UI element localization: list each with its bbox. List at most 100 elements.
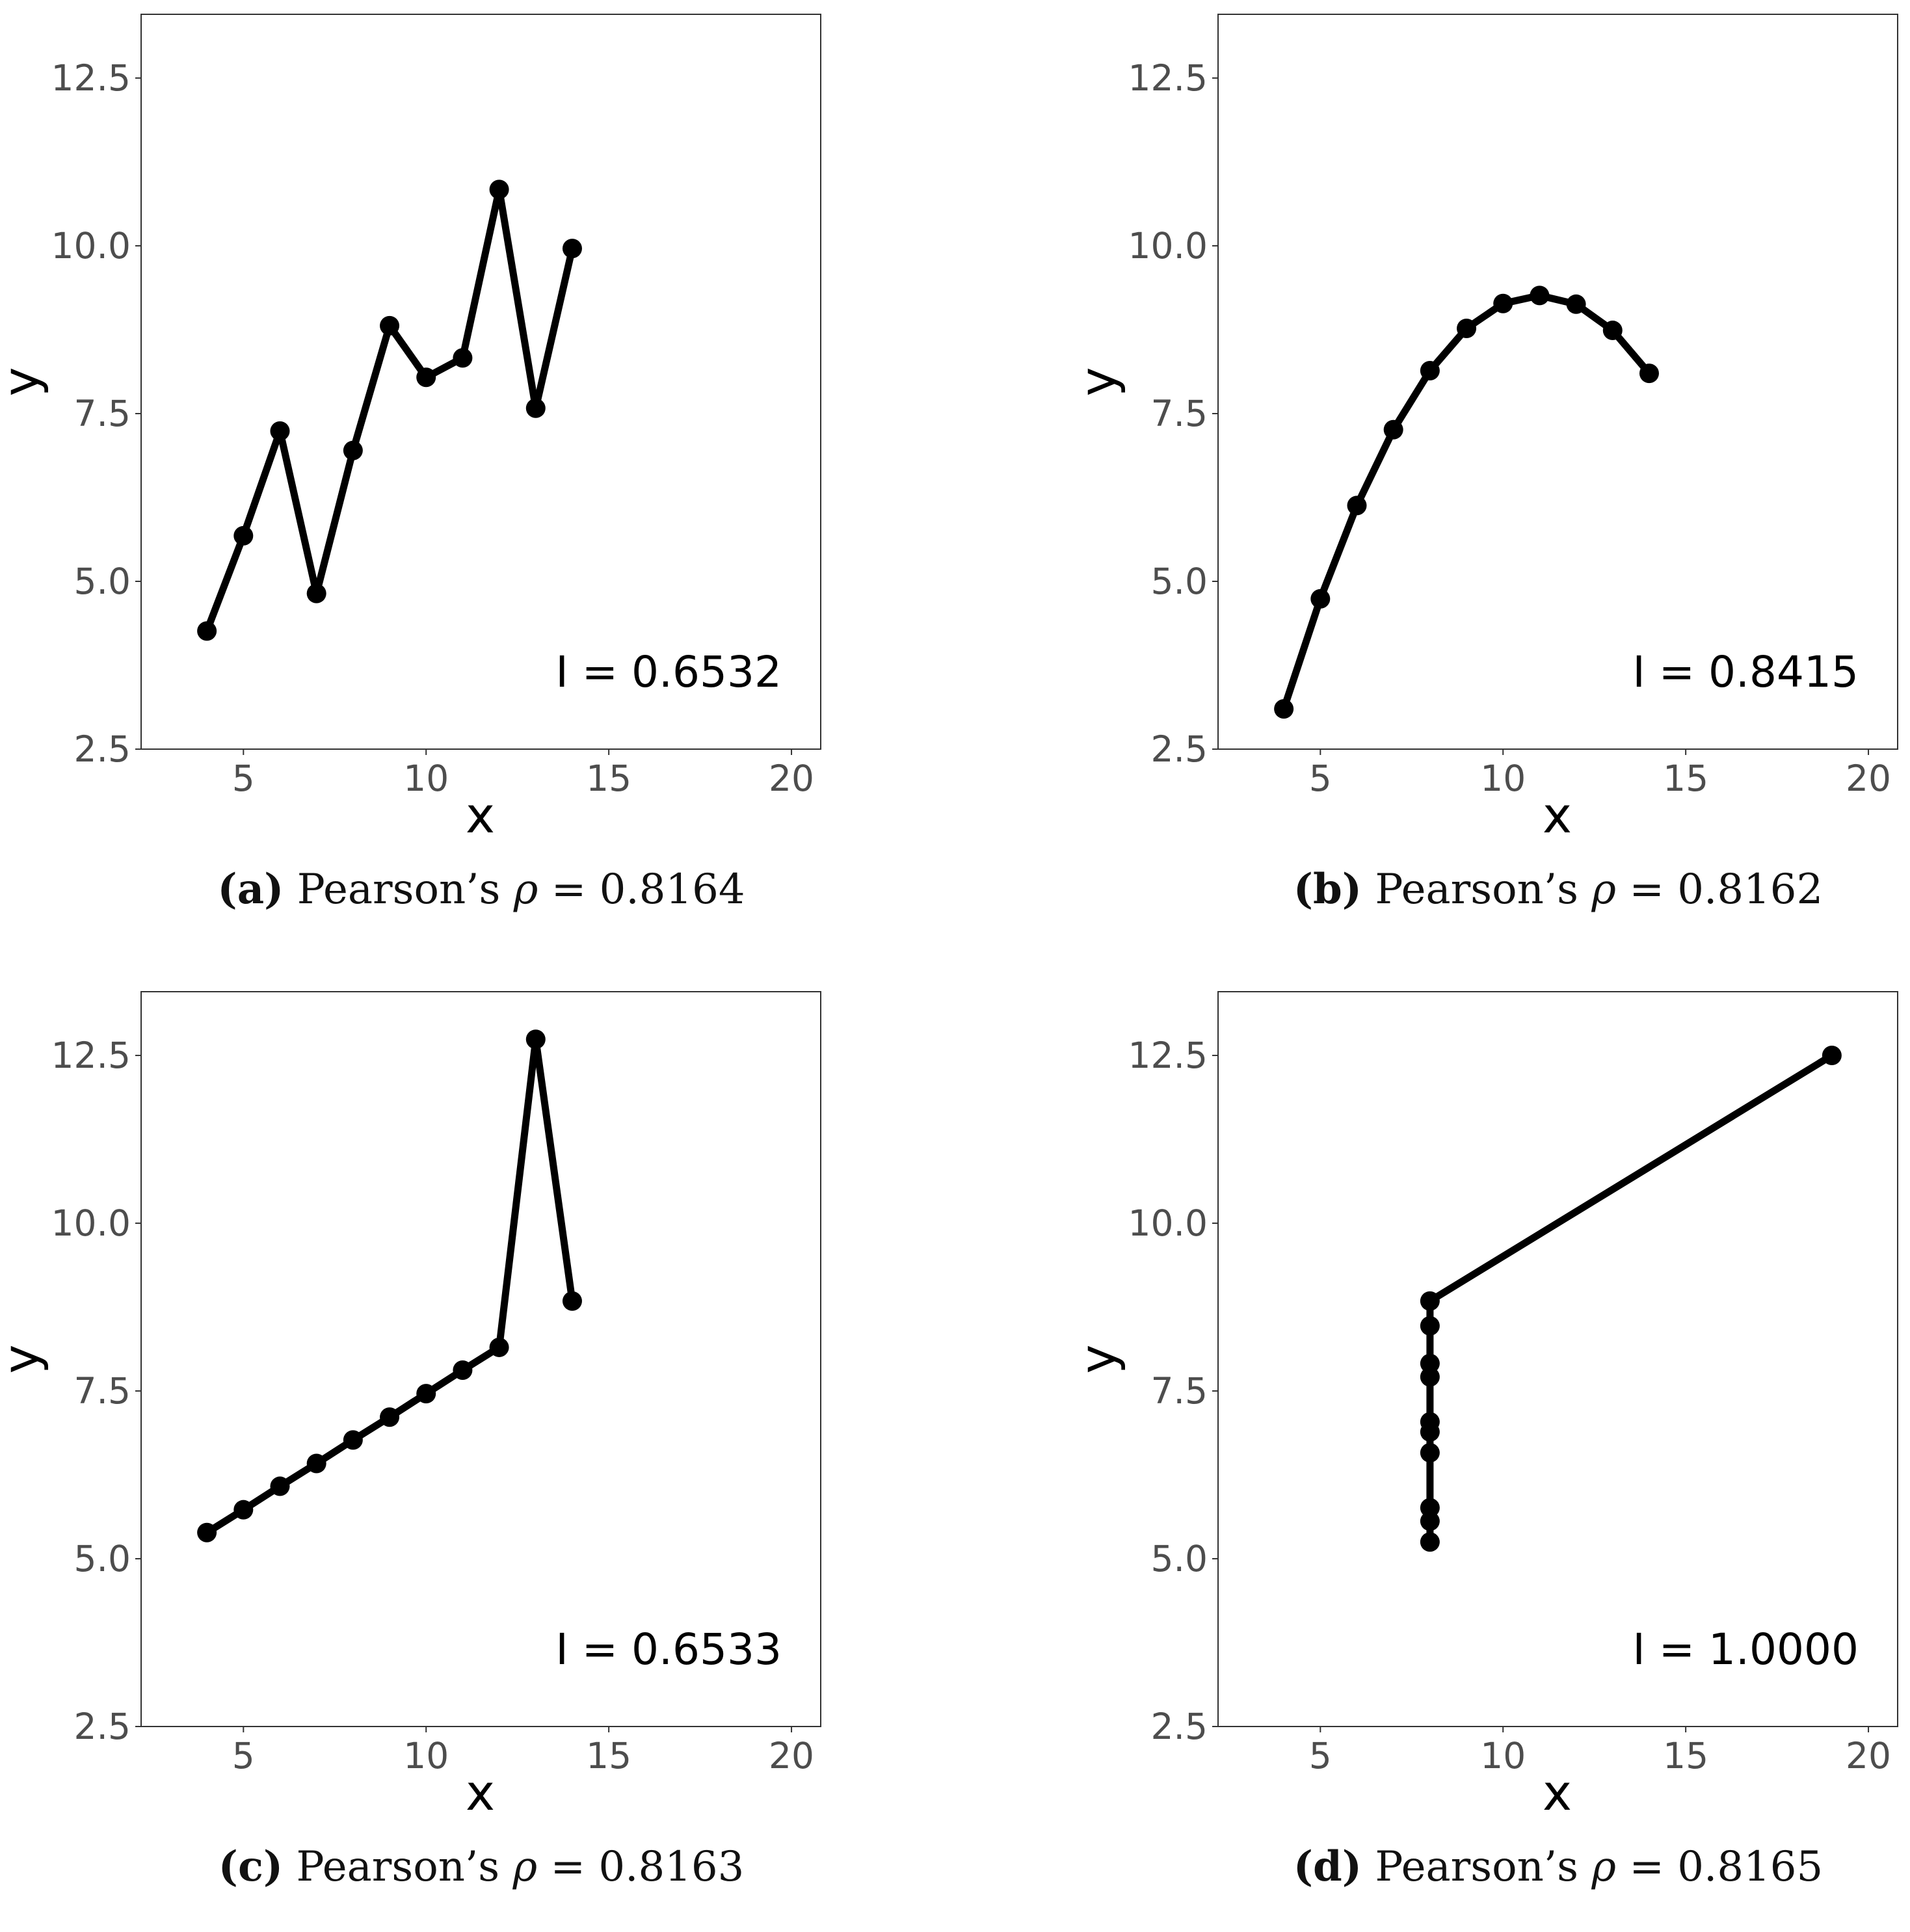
data-point-d-10 (1822, 1046, 1842, 1066)
caption-c-label: (c) (218, 1842, 284, 1891)
caption-b-text: Pearson’s (1375, 866, 1579, 914)
data-point-c-7 (453, 1360, 473, 1381)
data-point-b-9 (1602, 321, 1623, 341)
data-point-a-4 (343, 440, 363, 460)
panel-a: 2.5 5.0 7.5 10.0 12.5 5 10 15 20 x y I = 0.6532 (a)… (0, 0, 955, 955)
data-point-a-8 (489, 179, 509, 200)
series-line-d (1426, 1052, 1836, 1546)
y-tick-label-b-3: 10.0 (1128, 225, 1208, 267)
y-tick-label-c-4: 12.5 (51, 1035, 131, 1076)
x-tick-label-d-0: 5 (1309, 1735, 1332, 1777)
data-point-b-8 (1566, 294, 1586, 314)
data-point-b-7 (1530, 285, 1550, 306)
y-tick-label-a-2: 7.5 (74, 393, 131, 434)
data-point-d-7 (1420, 1353, 1440, 1373)
data-point-d-3 (1420, 1442, 1440, 1462)
x-axis-label-d: x (1543, 1764, 1572, 1821)
y-tick-label-c-3: 10.0 (51, 1202, 131, 1244)
plot-frame-c (140, 991, 821, 1727)
caption-c: (c) Pearson’s ρ = 0.8163 (156, 1842, 806, 1891)
y-tick-label-a-1: 5.0 (74, 561, 131, 602)
data-point-d-1 (1420, 1511, 1440, 1531)
data-point-a-10 (562, 239, 582, 259)
caption-d-text: Pearson’s (1375, 1843, 1579, 1891)
data-point-c-8 (489, 1337, 509, 1357)
y-axis-label-b: y (1068, 367, 1126, 397)
data-point-a-5 (380, 315, 400, 336)
series-line-c (203, 1035, 576, 1537)
chart-c: 2.5 5.0 7.5 10.0 12.5 5 10 15 20 x y I = 0.6533 (0, 991, 821, 1821)
caption-c-value: = 0.8163 (550, 1843, 745, 1891)
data-point-c-3 (306, 1453, 326, 1474)
caption-a-text: Pearson’s (297, 866, 501, 914)
x-tick-label-a-1: 10 (403, 758, 449, 799)
y-tick-label-b-1: 5.0 (1151, 561, 1208, 602)
caption-b-value: = 0.8162 (1629, 866, 1824, 914)
data-point-c-10 (562, 1291, 582, 1311)
data-point-b-1 (1310, 589, 1331, 609)
x-tick-label-b-0: 5 (1309, 758, 1332, 799)
plot-frame-d (1217, 991, 1898, 1727)
x-axis-label-c: x (466, 1764, 495, 1821)
caption-c-symbol: ρ (512, 1843, 538, 1891)
data-point-c-6 (416, 1384, 436, 1404)
x-axis-label-b: x (1543, 786, 1572, 844)
data-point-b-10 (1639, 364, 1659, 384)
panel-b: 2.5 5.0 7.5 10.0 12.5 5 10 15 20 x y I = 0.8415 (b)… (1068, 0, 1910, 955)
data-point-a-6 (416, 367, 436, 388)
x-tick-label-d-1: 10 (1480, 1735, 1526, 1777)
data-point-a-2 (270, 421, 290, 441)
data-point-a-3 (306, 583, 326, 603)
x-tick-label-b-1: 10 (1480, 758, 1526, 799)
x-tick-label-a-3: 20 (769, 758, 814, 799)
caption-c-text: Pearson’s (296, 1843, 500, 1891)
y-tick-label-d-2: 7.5 (1151, 1370, 1208, 1412)
caption-b-symbol: ρ (1591, 866, 1616, 914)
panel-c: 2.5 5.0 7.5 10.0 12.5 5 10 15 20 x y I = 0.6533 (c)… (0, 977, 955, 1932)
data-point-d-9 (1420, 1291, 1440, 1311)
chart-b: 2.5 5.0 7.5 10.0 12.5 5 10 15 20 x y I = 0.8415 (1068, 14, 1898, 844)
data-point-b-5 (1457, 318, 1477, 338)
data-point-c-2 (270, 1476, 290, 1496)
data-point-a-1 (233, 525, 254, 546)
y-axis-label-a: y (0, 367, 49, 397)
data-point-c-0 (197, 1522, 217, 1542)
x-axis-label-a: x (466, 786, 495, 844)
data-point-d-0 (1420, 1532, 1440, 1552)
data-point-b-2 (1347, 496, 1367, 516)
series-line-a (203, 185, 576, 635)
x-tick-label-b-3: 20 (1846, 758, 1891, 799)
y-tick-label-d-4: 12.5 (1128, 1035, 1208, 1076)
x-tick-label-d-3: 20 (1846, 1735, 1891, 1777)
plot-frame-b (1217, 14, 1898, 750)
y-tick-label-d-3: 10.0 (1128, 1202, 1208, 1244)
chart-d: 2.5 5.0 7.5 10.0 12.5 5 10 15 20 x y I = 1.0000 (1068, 991, 1898, 1821)
data-point-d-5 (1420, 1412, 1440, 1432)
caption-b-label: (b) (1293, 865, 1362, 914)
data-point-b-4 (1420, 360, 1440, 380)
x-tick-label-a-2: 15 (586, 758, 631, 799)
y-tick-label-b-2: 7.5 (1151, 393, 1208, 434)
y-tick-label-c-0: 2.5 (74, 1706, 131, 1747)
x-tick-label-c-1: 10 (403, 1735, 449, 1777)
data-point-a-7 (453, 348, 473, 368)
data-point-c-4 (343, 1430, 363, 1450)
data-point-b-3 (1383, 419, 1403, 440)
x-tick-label-d-2: 15 (1663, 1735, 1708, 1777)
y-tick-label-c-1: 5.0 (74, 1538, 131, 1580)
y-tick-label-d-0: 2.5 (1151, 1706, 1208, 1747)
annotation-a: I = 0.6532 (555, 647, 782, 697)
data-point-a-9 (525, 398, 546, 418)
caption-d-symbol: ρ (1591, 1843, 1616, 1891)
x-tick-label-c-3: 20 (769, 1735, 814, 1777)
y-tick-label-c-2: 7.5 (74, 1370, 131, 1412)
data-point-c-1 (233, 1500, 254, 1520)
data-point-c-9 (525, 1029, 546, 1050)
caption-d-value: = 0.8165 (1629, 1843, 1824, 1891)
data-point-d-2 (1420, 1498, 1440, 1518)
caption-a-label: (a) (217, 865, 284, 914)
data-point-b-0 (1274, 699, 1294, 719)
panel-d: 2.5 5.0 7.5 10.0 12.5 5 10 15 20 x y I = 1.0000 (d)… (1068, 977, 1910, 1932)
caption-d: (d) Pearson’s ρ = 0.8165 (1233, 1842, 1883, 1891)
y-tick-label-d-1: 5.0 (1151, 1538, 1208, 1580)
